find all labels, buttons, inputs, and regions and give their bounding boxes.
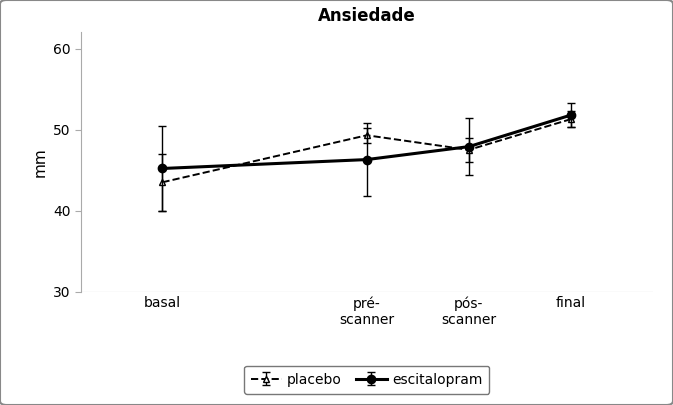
Y-axis label: mm: mm — [32, 147, 47, 177]
Title: Ansiedade: Ansiedade — [318, 7, 416, 25]
Legend: placebo, escitalopram: placebo, escitalopram — [244, 366, 489, 394]
